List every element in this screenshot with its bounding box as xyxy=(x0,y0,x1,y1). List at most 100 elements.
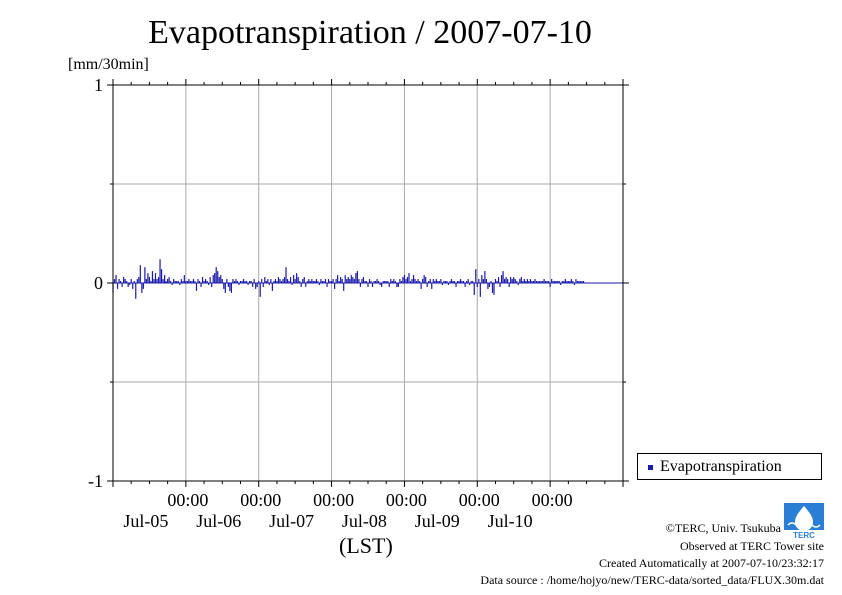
legend-label: Evapotranspiration xyxy=(660,458,782,475)
bar xyxy=(233,281,236,283)
bar xyxy=(500,275,503,283)
bar xyxy=(422,279,424,283)
x-tick-date-label: Jul-10 xyxy=(488,511,533,531)
bar xyxy=(235,279,237,283)
bar xyxy=(142,283,144,289)
bar xyxy=(368,279,371,283)
bar xyxy=(467,279,469,283)
y-tick-label: 1 xyxy=(94,75,103,95)
bar xyxy=(315,279,317,283)
bar xyxy=(212,275,214,283)
bar xyxy=(330,281,333,283)
bar xyxy=(476,283,478,287)
bar xyxy=(299,281,301,283)
bar xyxy=(180,279,182,283)
bar xyxy=(309,281,311,283)
bar xyxy=(344,275,346,283)
bar xyxy=(525,281,527,283)
tick-labels: -10100:00Jul-0500:00Jul-0600:00Jul-0700:… xyxy=(88,75,573,531)
bar xyxy=(507,279,509,283)
bar xyxy=(157,277,160,283)
bar xyxy=(508,283,510,287)
bar xyxy=(459,279,462,283)
bar xyxy=(341,279,343,283)
bar xyxy=(312,281,314,283)
bar xyxy=(496,281,498,283)
bar xyxy=(365,281,368,283)
x-tick-time-label: 00:00 xyxy=(240,490,281,510)
bar xyxy=(505,277,507,283)
bar xyxy=(188,279,190,283)
bar xyxy=(420,283,422,289)
bar xyxy=(200,283,202,287)
bar xyxy=(493,283,495,295)
bar xyxy=(329,281,331,283)
bar xyxy=(469,283,471,285)
bar xyxy=(546,281,548,283)
bar xyxy=(535,281,538,283)
bar xyxy=(349,279,351,283)
bar xyxy=(314,281,316,283)
bar xyxy=(270,279,272,283)
bar xyxy=(273,281,275,283)
bar xyxy=(236,281,239,283)
bar xyxy=(379,283,381,285)
bar xyxy=(264,277,266,283)
bar xyxy=(573,283,576,285)
bar xyxy=(541,281,544,283)
bar xyxy=(444,281,447,283)
bar xyxy=(135,283,137,299)
bar xyxy=(124,279,126,283)
bar xyxy=(115,275,117,283)
bar xyxy=(531,281,533,283)
bar xyxy=(578,281,580,283)
bar xyxy=(253,279,255,283)
bar xyxy=(244,281,246,283)
bar xyxy=(347,277,349,283)
bar xyxy=(529,279,532,283)
x-tick-date-label: Jul-06 xyxy=(196,511,241,531)
bar xyxy=(127,283,129,287)
bar xyxy=(510,277,512,283)
bar xyxy=(558,281,560,283)
bar xyxy=(286,279,289,283)
bar xyxy=(201,277,204,283)
bar xyxy=(318,283,321,285)
bar xyxy=(168,277,170,283)
bar xyxy=(373,281,375,283)
bar xyxy=(303,277,305,283)
bar xyxy=(317,281,319,283)
bar xyxy=(167,279,169,283)
bar xyxy=(337,275,339,283)
bar xyxy=(288,281,290,283)
bar xyxy=(403,275,406,283)
bar xyxy=(139,265,141,283)
bar xyxy=(218,277,220,283)
bar xyxy=(370,281,372,283)
bar xyxy=(494,279,497,283)
bar xyxy=(371,283,374,287)
bar xyxy=(569,281,571,283)
bar xyxy=(450,279,453,283)
bar xyxy=(179,283,181,285)
bar xyxy=(151,271,154,283)
bar xyxy=(397,283,399,287)
bar xyxy=(443,281,445,283)
bar xyxy=(302,279,304,283)
legend-swatch xyxy=(648,465,653,470)
bar xyxy=(332,279,334,283)
bar xyxy=(473,283,475,295)
bar xyxy=(283,277,286,283)
bar xyxy=(208,283,210,285)
x-axis-label: (LST) xyxy=(339,533,393,558)
bar xyxy=(220,275,222,283)
bar xyxy=(343,283,345,291)
bar xyxy=(194,281,196,283)
bar xyxy=(279,279,281,283)
credit-data-source: Data source : /home/hojyo/new/TERC-data/… xyxy=(480,573,824,587)
x-tick-time-label: 00:00 xyxy=(532,490,573,510)
bar xyxy=(423,275,425,283)
bar xyxy=(384,281,386,283)
bar xyxy=(239,281,242,283)
